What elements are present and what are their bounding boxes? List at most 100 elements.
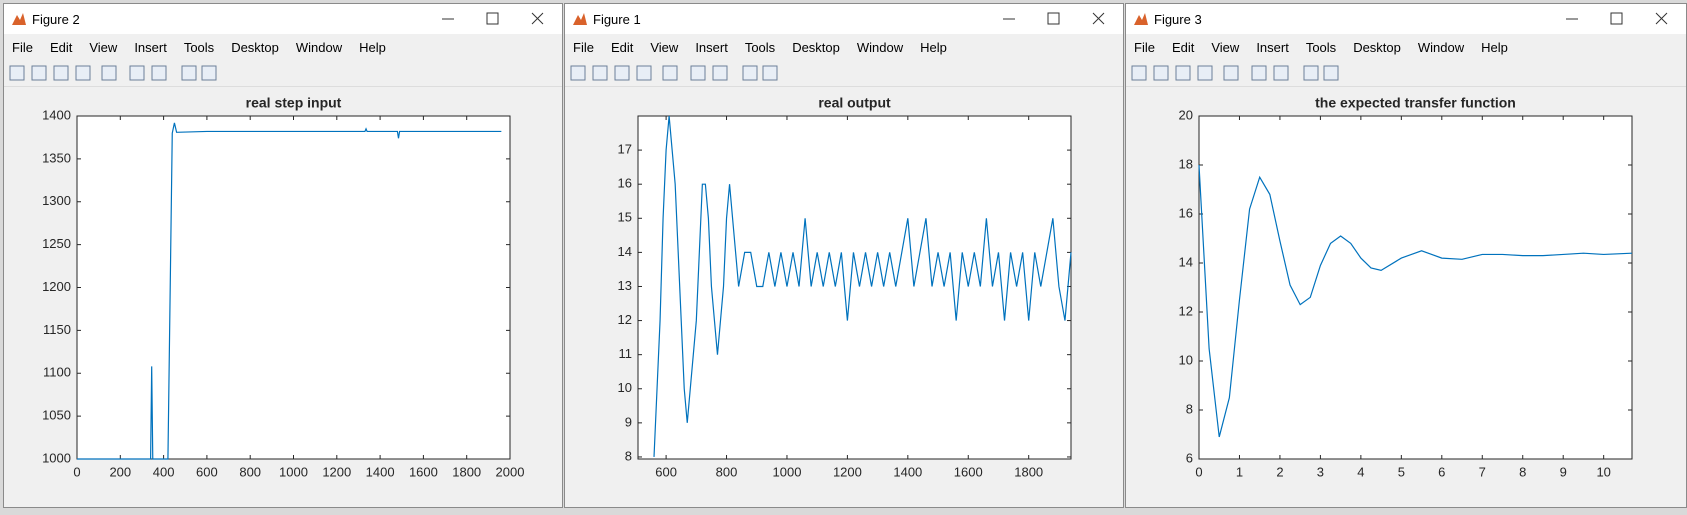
menu-item[interactable]: File — [1134, 39, 1155, 55]
tool-button[interactable] — [53, 65, 69, 81]
menu-item[interactable]: Insert — [695, 39, 728, 55]
y-tick-label: 8 — [625, 448, 632, 463]
x-tick-label: 1400 — [893, 464, 922, 479]
y-tick-label: 8 — [1186, 401, 1193, 416]
data-line — [77, 122, 502, 460]
menu-item[interactable]: Tools — [183, 39, 215, 55]
y-tick-label: 12 — [618, 312, 632, 327]
x-tick-label: 4 — [1357, 464, 1364, 479]
tool-button[interactable] — [614, 65, 630, 81]
menu-item[interactable]: Window — [1417, 39, 1465, 55]
window-title: Figure 1 — [593, 12, 641, 27]
close-button[interactable] — [1655, 12, 1668, 25]
tool-button[interactable] — [9, 65, 25, 81]
menu-item[interactable]: View — [1211, 39, 1240, 55]
tool-button[interactable] — [151, 65, 167, 81]
y-tick-label: 20 — [1179, 107, 1193, 122]
tool-button[interactable] — [1197, 65, 1213, 81]
x-tick-label: 2 — [1276, 464, 1283, 479]
menu-item[interactable]: Desktop — [231, 39, 279, 55]
close-button[interactable] — [531, 12, 544, 25]
tool-button[interactable] — [1131, 65, 1147, 81]
maximize-button[interactable] — [1047, 12, 1060, 25]
menu-item[interactable]: Help — [920, 39, 947, 55]
menu-item[interactable]: Help — [1481, 39, 1508, 55]
icon-shape — [12, 13, 26, 25]
menu-item[interactable]: Tools — [1305, 39, 1337, 55]
menu-item[interactable]: Edit — [610, 39, 634, 55]
menu-item[interactable]: View — [89, 39, 118, 55]
menu-item[interactable]: Insert — [1256, 39, 1289, 55]
window-controls — [442, 12, 544, 25]
window-title: Figure 3 — [1154, 12, 1202, 27]
tool-button[interactable] — [101, 65, 117, 81]
menu-item[interactable]: Edit — [1171, 39, 1195, 55]
tool-button[interactable] — [712, 65, 728, 81]
chart-title: the expected transfer function — [1315, 95, 1516, 111]
menu-bar: File Edit View Insert Tools Desktop Window Help — [4, 34, 562, 60]
tool-button[interactable] — [31, 65, 47, 81]
tool-button[interactable] — [762, 65, 778, 81]
tool-button[interactable] — [742, 65, 758, 81]
maximize-button[interactable] — [486, 12, 499, 25]
tool-button[interactable] — [1175, 65, 1191, 81]
figure-window: Figure 2 File Edit View Insert Tools Desktop Wi… — [3, 3, 563, 508]
tool-button[interactable] — [570, 65, 586, 81]
tool-button[interactable] — [129, 65, 145, 81]
menu-bar: File Edit View Insert Tools Desktop Window Help — [565, 34, 1123, 60]
plot-area — [76, 115, 511, 460]
menu-item[interactable]: Desktop — [1353, 39, 1401, 55]
x-tick-label: 400 — [153, 464, 175, 479]
close-button[interactable] — [1092, 12, 1105, 25]
tool-button[interactable] — [662, 65, 678, 81]
tool-button[interactable] — [1303, 65, 1319, 81]
x-tick-label: 1800 — [452, 464, 481, 479]
menu-item[interactable]: File — [12, 39, 33, 55]
menu-item[interactable]: Tools — [744, 39, 776, 55]
menu-item[interactable]: Desktop — [792, 39, 840, 55]
tool-button[interactable] — [1273, 65, 1289, 81]
tool-button[interactable] — [201, 65, 217, 81]
maximize-button[interactable] — [1610, 12, 1623, 25]
y-tick-label: 18 — [1179, 156, 1193, 171]
toolbar — [4, 65, 562, 87]
tool-button[interactable] — [181, 65, 197, 81]
y-tick-label: 6 — [1186, 450, 1193, 465]
y-tick-label: 1350 — [42, 150, 71, 165]
tool-button[interactable] — [75, 65, 91, 81]
menu-item[interactable]: Help — [359, 39, 386, 55]
tool-button[interactable] — [592, 65, 608, 81]
tool-button[interactable] — [1323, 65, 1339, 81]
y-tick-label: 12 — [1179, 303, 1193, 318]
plot-area — [1198, 115, 1633, 460]
tool-button[interactable] — [690, 65, 706, 81]
chart-title: real output — [818, 95, 891, 111]
toolbar — [565, 65, 1123, 87]
menu-item[interactable]: View — [650, 39, 679, 55]
x-tick-label: 0 — [1195, 464, 1202, 479]
y-tick-label: 1150 — [43, 322, 71, 337]
menu-item[interactable]: File — [573, 39, 594, 55]
x-tick-label: 5 — [1398, 464, 1405, 479]
tool-button[interactable] — [1251, 65, 1267, 81]
title-bar: Figure 1 — [565, 4, 1123, 34]
y-tick-label: 1400 — [42, 107, 71, 122]
x-tick-label: 1000 — [279, 464, 308, 479]
y-tick-label: 13 — [618, 278, 632, 293]
y-tick-label: 1000 — [42, 450, 71, 465]
menu-item[interactable]: Window — [295, 39, 343, 55]
window-icon — [573, 13, 587, 25]
x-tick-label: 600 — [196, 464, 218, 479]
x-tick-label: 1200 — [833, 464, 862, 479]
x-tick-label: 1400 — [366, 464, 395, 479]
tool-button[interactable] — [1223, 65, 1239, 81]
menu-item[interactable]: Insert — [134, 39, 167, 55]
x-tick-label: 800 — [716, 464, 738, 479]
x-tick-label: 1200 — [322, 464, 351, 479]
menu-item[interactable]: Window — [856, 39, 904, 55]
tool-button[interactable] — [636, 65, 652, 81]
figure-window: Figure 1 File Edit View Insert Tools Desktop Wi… — [564, 3, 1124, 508]
menu-item[interactable]: Edit — [49, 39, 73, 55]
tool-button[interactable] — [1153, 65, 1169, 81]
